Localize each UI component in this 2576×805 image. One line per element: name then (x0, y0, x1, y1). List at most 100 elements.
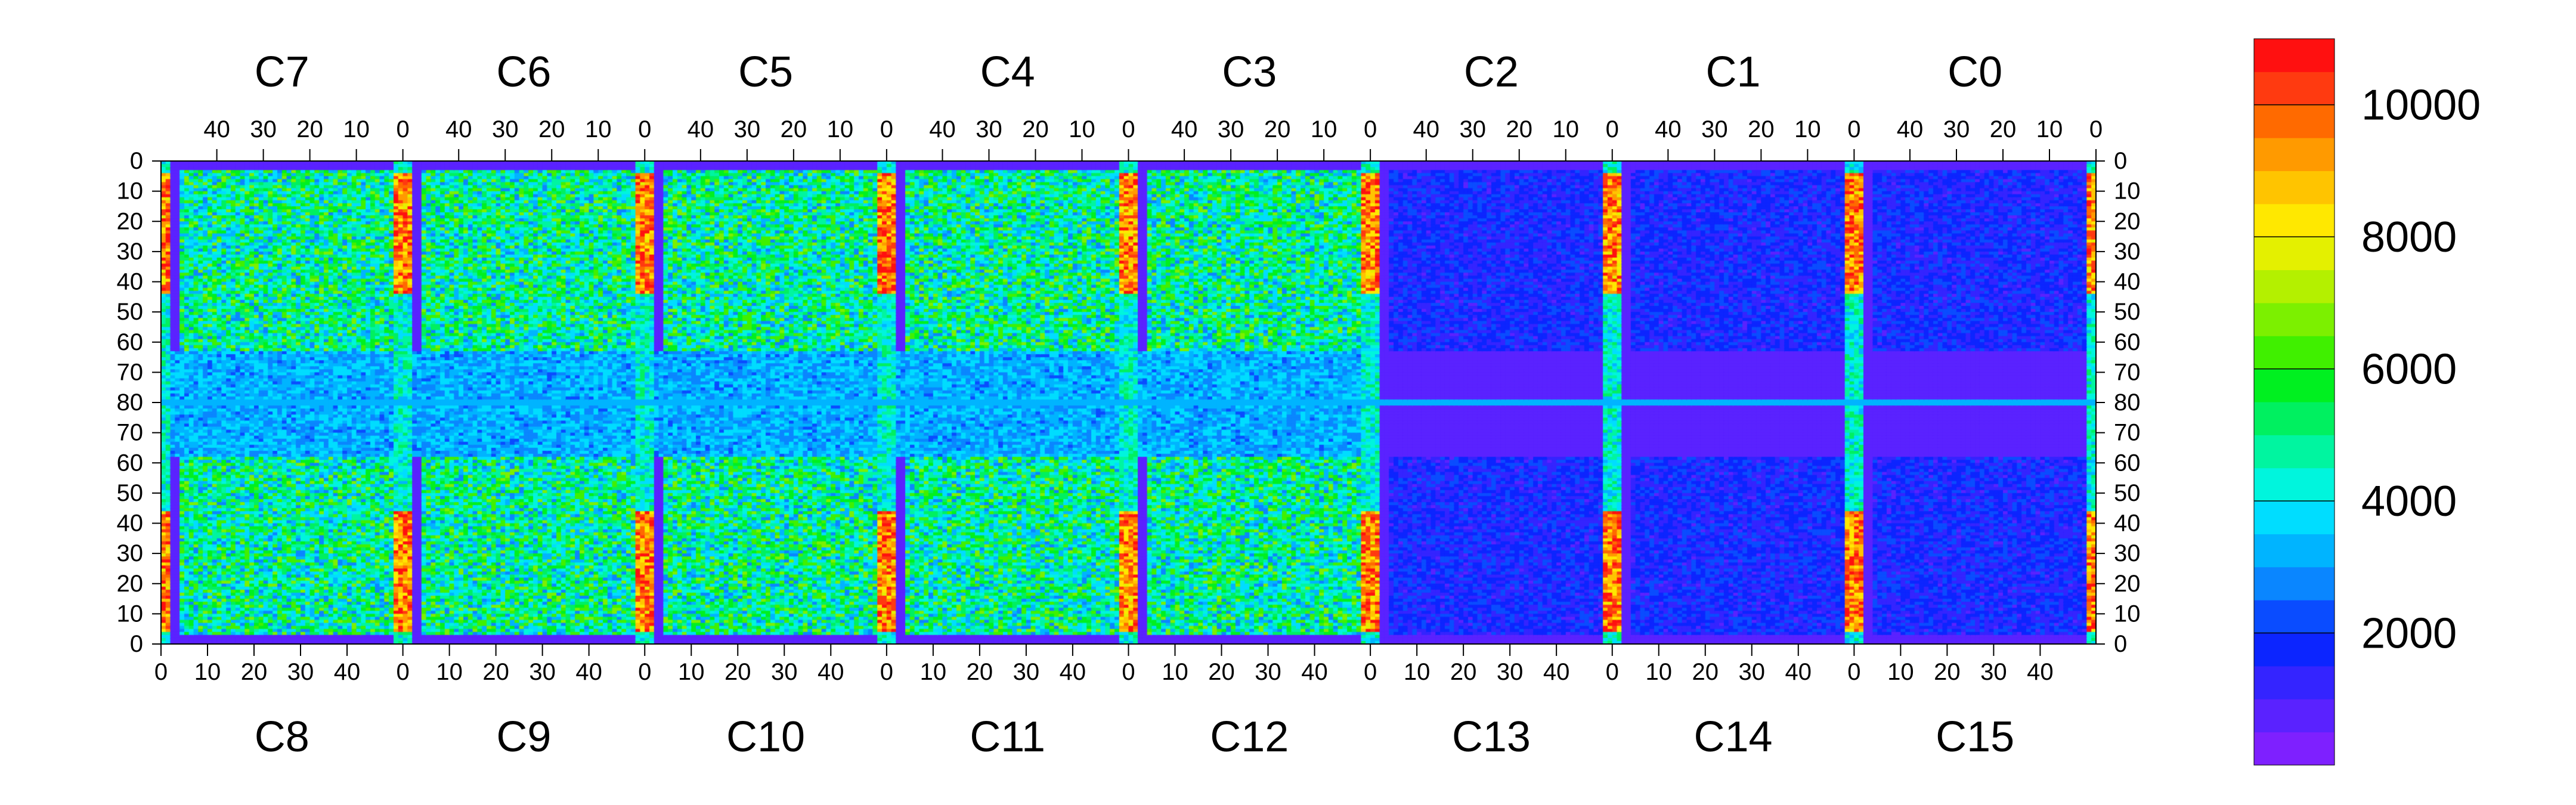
y-tick-label: 10 (117, 600, 144, 627)
colorbar-swatch (2254, 566, 2334, 600)
top-x-tick-label: 40 (929, 116, 956, 143)
top-x-tick-label: 20 (538, 116, 565, 143)
bottom-chip-label: C13 (1452, 713, 1531, 761)
top-x-tick-label: 20 (1022, 116, 1049, 143)
y-tick-label: 70 (2114, 420, 2141, 446)
colorbar-tick-label: 2000 (2361, 610, 2457, 658)
bottom-chip-label: C10 (726, 713, 805, 761)
top-x-tick-label: 30 (250, 116, 277, 143)
y-tick-label: 50 (2114, 480, 2141, 506)
bottom-x-tick-label: 10 (678, 659, 705, 685)
bottom-x-tick-label: 10 (920, 659, 947, 685)
colorbar-swatch (2254, 501, 2334, 534)
colorbar-swatch (2254, 699, 2334, 733)
y-tick-label: 10 (2114, 600, 2141, 627)
y-tick-label: 50 (117, 480, 144, 506)
colorbar-tick-label: 10000 (2361, 82, 2481, 129)
bottom-x-tick-label: 0 (397, 659, 410, 685)
top-x-tick-label: 20 (1506, 116, 1532, 143)
top-x-tick-label: 30 (1701, 116, 1728, 143)
y-tick-label: 0 (2114, 631, 2127, 657)
top-x-tick-label: 0 (1847, 116, 1860, 143)
top-x-tick-label: 20 (296, 116, 323, 143)
top-x-tick-label: 10 (827, 116, 854, 143)
heatmap-cells (161, 161, 2096, 644)
top-x-tick-label: 0 (1606, 116, 1619, 143)
y-tick-label: 0 (130, 631, 143, 657)
bottom-x-tick-label: 10 (1887, 659, 1914, 685)
colorbar-swatch (2254, 534, 2334, 568)
top-chip-label: C6 (496, 48, 551, 96)
y-tick-label: 30 (2114, 239, 2141, 265)
colorbar-swatch (2254, 600, 2334, 634)
axis-ticks: 40 30 20 10 0 0 10 20 30 40 40 30 20 10 0 0 10 20 30 40 40 30… (117, 116, 2141, 685)
top-x-tick-label: 20 (781, 116, 807, 143)
colorbar-tick-label: 8000 (2361, 213, 2457, 261)
bottom-x-tick-label: 0 (1847, 659, 1860, 685)
colorbar-swatch (2254, 402, 2334, 435)
y-tick-label: 20 (2114, 208, 2141, 234)
bottom-x-tick-label: 40 (818, 659, 844, 685)
bottom-x-tick-label: 40 (2027, 659, 2054, 685)
bottom-x-tick-label: 10 (1646, 659, 1673, 685)
colorbar-swatch (2254, 270, 2334, 304)
y-tick-label: 40 (117, 269, 144, 295)
bottom-x-tick-label: 0 (1606, 659, 1619, 685)
top-x-tick-label: 10 (1794, 116, 1821, 143)
colorbar-swatch (2254, 302, 2334, 336)
bottom-x-tick-label: 0 (1364, 659, 1377, 685)
colorbar-swatch (2254, 171, 2334, 205)
top-x-tick-label: 30 (492, 116, 519, 143)
top-x-tick-label: 0 (397, 116, 410, 143)
top-x-tick-label: 0 (1122, 116, 1135, 143)
top-x-tick-label: 10 (585, 116, 612, 143)
top-x-tick-label: 30 (1943, 116, 1970, 143)
bottom-x-tick-label: 0 (880, 659, 893, 685)
bottom-x-tick-label: 10 (436, 659, 463, 685)
bottom-x-tick-label: 10 (194, 659, 221, 685)
bottom-chip-label: C15 (1936, 713, 2014, 761)
y-tick-label: 10 (2114, 178, 2141, 205)
top-x-tick-label: 30 (976, 116, 1002, 143)
y-tick-label: 20 (117, 571, 144, 597)
y-tick-label: 50 (2114, 299, 2141, 325)
bottom-x-tick-label: 40 (1060, 659, 1086, 685)
bottom-x-tick-label: 0 (1122, 659, 1135, 685)
colorbar-swatch (2254, 732, 2334, 766)
top-x-tick-label: 10 (1552, 116, 1579, 143)
bottom-x-tick-label: 20 (1934, 659, 1961, 685)
bottom-x-tick-label: 0 (638, 659, 651, 685)
y-tick-label: 40 (117, 510, 144, 537)
colorbar: 2000 4000 6000 8000 10000 (2253, 38, 2481, 766)
y-tick-label: 0 (130, 148, 143, 174)
top-x-tick-label: 40 (203, 116, 230, 143)
colorbar-swatch (2254, 72, 2334, 106)
y-tick-label: 20 (117, 208, 144, 234)
bottom-x-tick-label: 40 (575, 659, 602, 685)
y-tick-label: 60 (2114, 450, 2141, 476)
y-tick-label: 60 (117, 450, 144, 476)
bottom-chip-label: C14 (1694, 713, 1773, 761)
top-chip-label: C3 (1222, 48, 1277, 96)
bottom-x-tick-label: 20 (1450, 659, 1477, 685)
bottom-x-tick-label: 40 (1543, 659, 1570, 685)
top-chip-label: C2 (1464, 48, 1519, 96)
colorbar-swatch (2254, 467, 2334, 501)
colorbar-tick-label: 4000 (2361, 478, 2457, 525)
bottom-x-tick-label: 20 (241, 659, 268, 685)
top-x-tick-label: 10 (1311, 116, 1337, 143)
colorbar-swatch (2254, 665, 2334, 699)
bottom-x-tick-label: 40 (1785, 659, 1812, 685)
top-chip-label: C5 (738, 48, 793, 96)
bottom-x-tick-label: 30 (287, 659, 314, 685)
bottom-x-tick-label: 10 (1162, 659, 1188, 685)
top-chip-label: C0 (1948, 48, 2002, 96)
top-x-tick-label: 40 (1655, 116, 1682, 143)
top-x-tick-label: 40 (688, 116, 714, 143)
bottom-chip-label: C11 (970, 713, 1045, 761)
top-x-tick-label: 10 (343, 116, 370, 143)
bottom-x-tick-label: 30 (1739, 659, 1766, 685)
y-tick-label: 70 (117, 420, 144, 446)
bottom-x-tick-label: 20 (724, 659, 751, 685)
